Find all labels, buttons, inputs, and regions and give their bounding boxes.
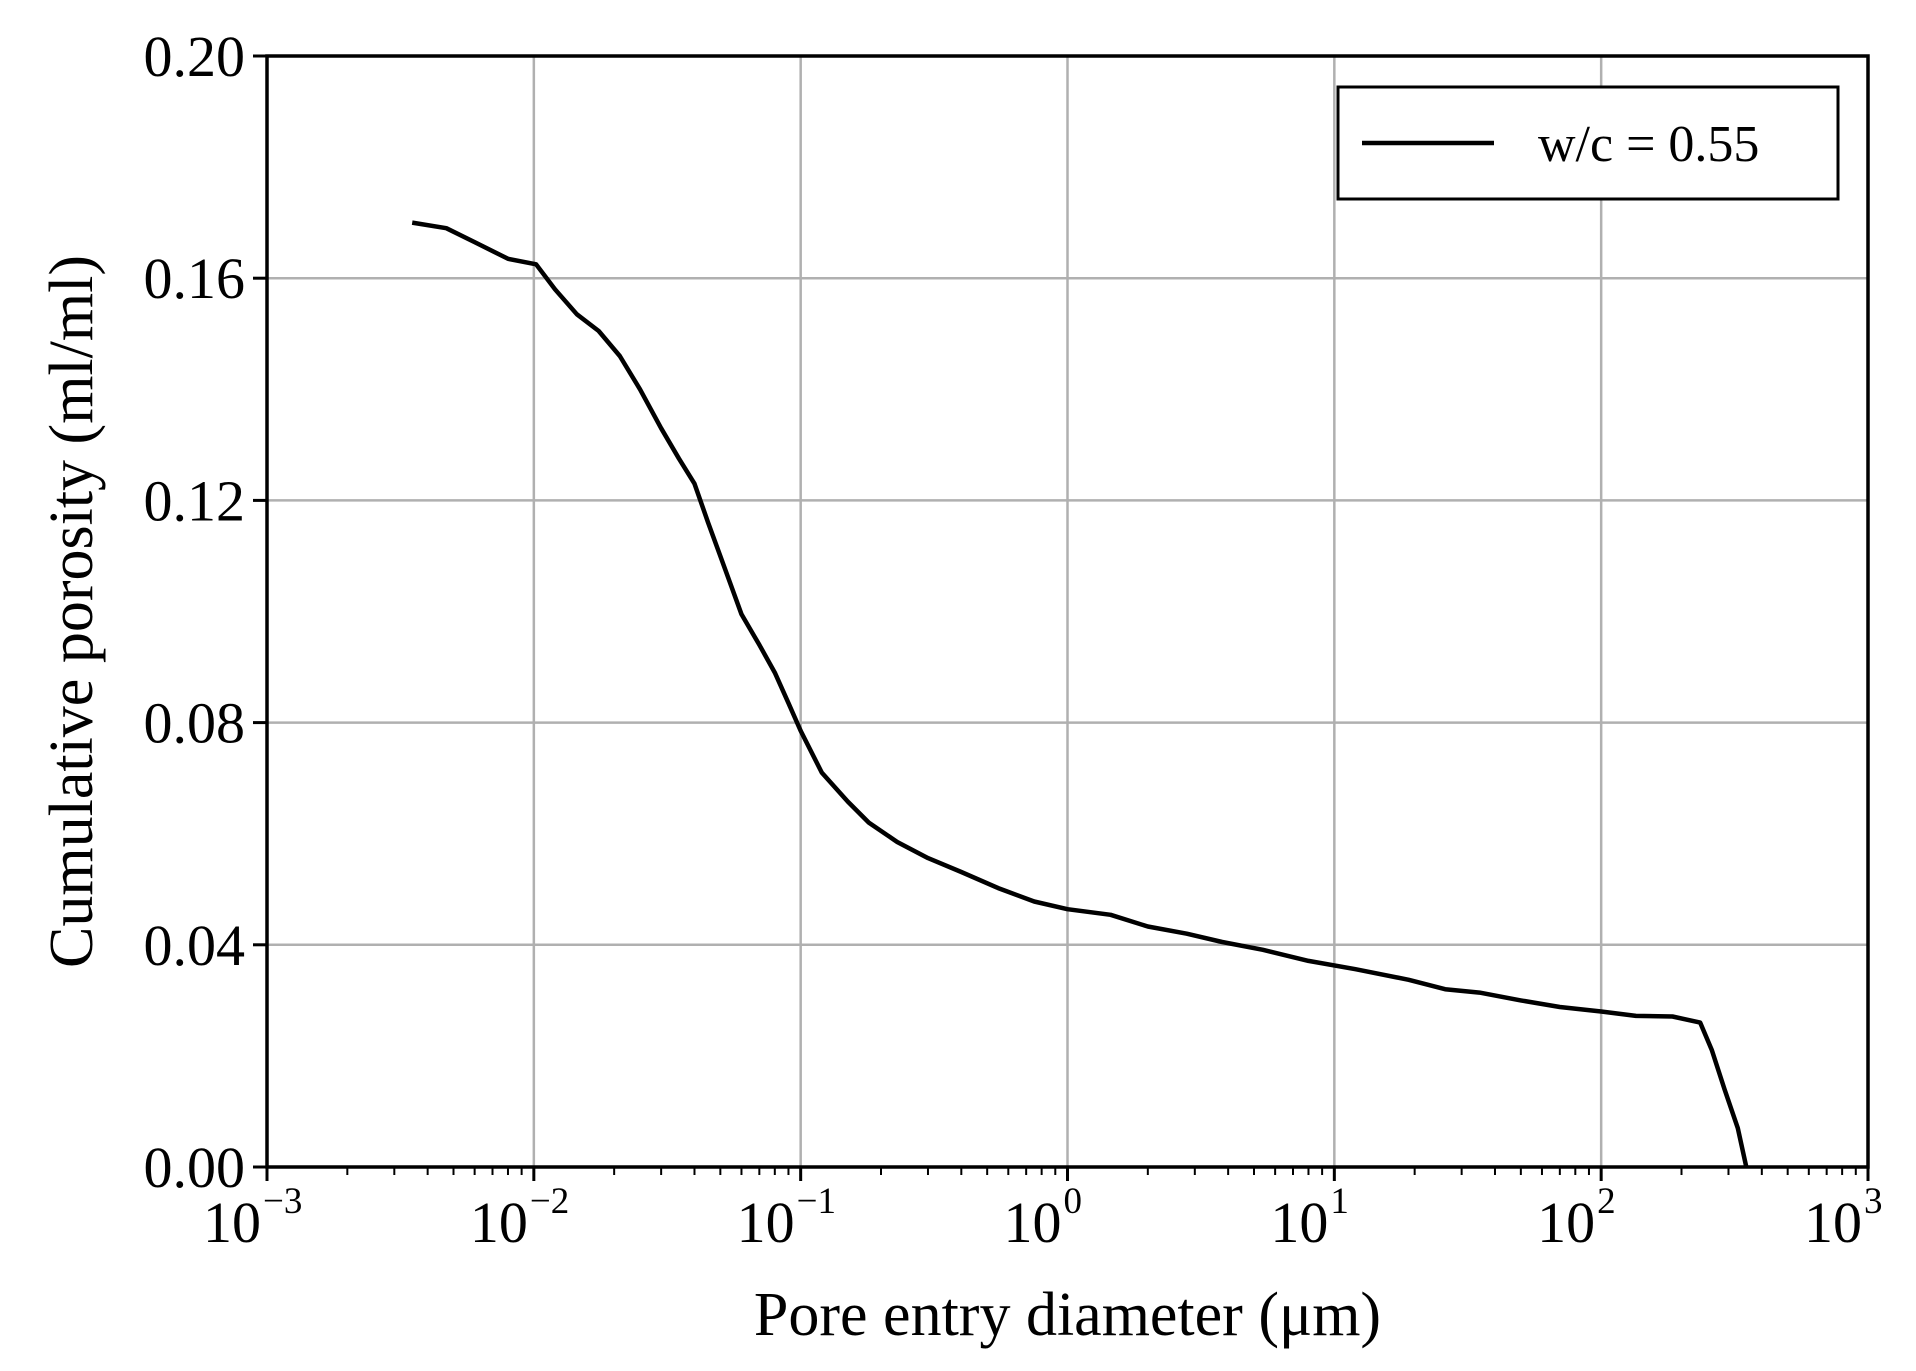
y-tick-label: 0.04 [144, 913, 246, 978]
y-tick-label: 0.00 [144, 1135, 246, 1200]
x-tick-label: 10 −2 [470, 1181, 569, 1255]
x-tick-label-base: 10 [1004, 1190, 1062, 1255]
y-tick-label: 0.16 [144, 246, 246, 311]
x-tick-label-base: 10 [737, 1190, 795, 1255]
x-axis-title: Pore entry diameter (μm) [754, 1281, 1381, 1349]
x-tick-label: 10 1 [1270, 1181, 1349, 1255]
x-tick-label: 10 −3 [203, 1181, 302, 1255]
series-line-0 [411, 220, 1749, 1168]
x-tick-label-base: 10 [1804, 1190, 1862, 1255]
tick-layer [253, 54, 1870, 1181]
grid-layer [265, 54, 1870, 1169]
x-tick-label-exponent: −1 [797, 1181, 836, 1222]
y-axis-title: Cumulative porosity (ml/ml) [38, 255, 106, 968]
x-tick-label-base: 10 [203, 1190, 261, 1255]
y-tick-label: 0.20 [144, 24, 246, 89]
y-tick-label: 0.08 [144, 691, 246, 756]
y-tick-label: 0.12 [144, 468, 246, 533]
legend: w/c = 0.55 [1336, 85, 1840, 201]
x-tick-label-exponent: 1 [1330, 1181, 1349, 1222]
x-tick-label: 10 3 [1804, 1181, 1883, 1255]
x-tick-label-exponent: −3 [263, 1181, 302, 1222]
series-layer [411, 220, 1749, 1168]
x-tick-label: 10 0 [1004, 1181, 1083, 1255]
x-tick-label-base: 10 [1270, 1190, 1328, 1255]
x-tick-label-base: 10 [1537, 1190, 1595, 1255]
x-tick-label-exponent: 2 [1597, 1181, 1616, 1222]
x-tick-label-exponent: −2 [530, 1181, 569, 1222]
tick-label-layer: 10 −3 10 −2 10 −1 10 0 10 1 10 2 10 30.000.040.080.12… [144, 24, 1883, 1255]
legend-label: w/c = 0.55 [1538, 116, 1759, 173]
x-tick-label-exponent: 3 [1864, 1181, 1883, 1222]
x-tick-label: 10 2 [1537, 1181, 1616, 1255]
x-tick-label-exponent: 0 [1064, 1181, 1083, 1222]
x-tick-label-base: 10 [470, 1190, 528, 1255]
x-tick-label: 10 −1 [737, 1181, 836, 1255]
